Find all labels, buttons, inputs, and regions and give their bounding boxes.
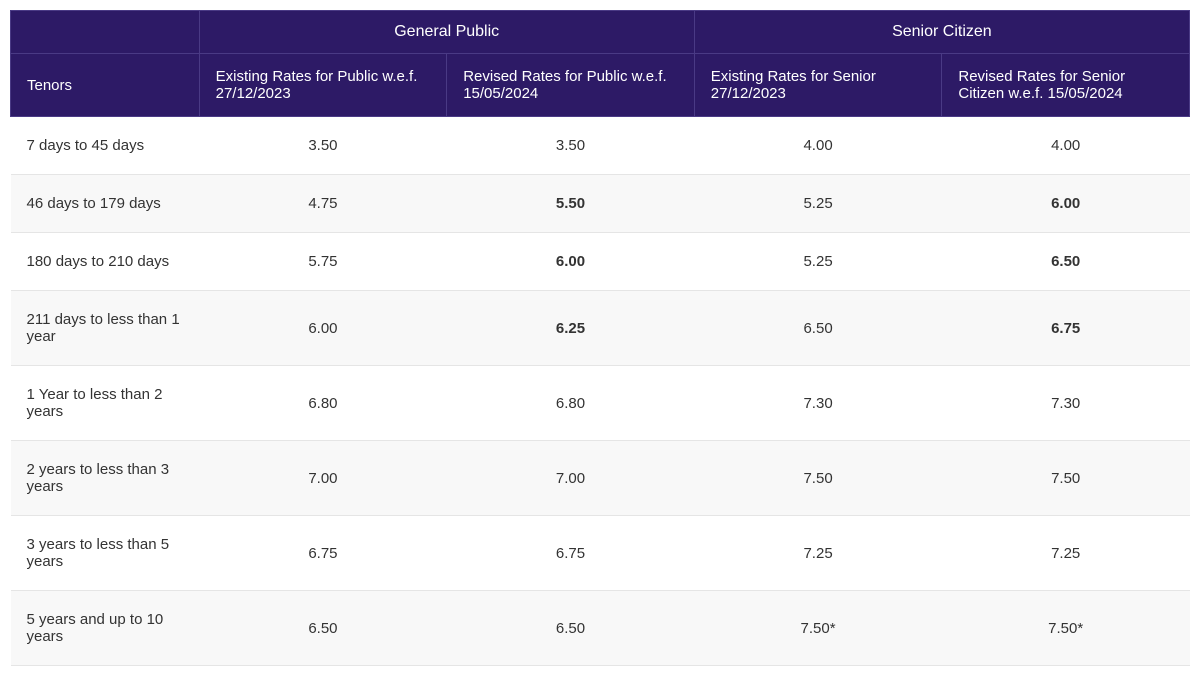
col-revised-senior: Revised Rates for Senior Citizen w.e.f. … [942,54,1190,117]
table-body: 7 days to 45 days3.503.504.004.0046 days… [11,117,1190,666]
rate-cell: 6.00 [447,233,695,291]
rate-cell: 6.75 [447,516,695,591]
group-senior-citizen: Senior Citizen [694,11,1189,54]
rate-cell: 7.30 [942,366,1190,441]
rate-cell: 3.50 [199,117,447,175]
rate-cell: 4.75 [199,175,447,233]
rate-cell: 5.25 [694,175,942,233]
rate-cell: 6.00 [942,175,1190,233]
rate-cell: 6.80 [447,366,695,441]
tenor-cell: 3 years to less than 5 years [11,516,200,591]
table-row: 180 days to 210 days5.756.005.256.50 [11,233,1190,291]
rate-cell: 6.75 [942,291,1190,366]
table-row: 7 days to 45 days3.503.504.004.00 [11,117,1190,175]
tenor-cell: 211 days to less than 1 year [11,291,200,366]
group-general-public: General Public [199,11,694,54]
rate-cell: 7.25 [942,516,1190,591]
table-row: 3 years to less than 5 years6.756.757.25… [11,516,1190,591]
rate-cell: 5.25 [694,233,942,291]
tenor-cell: 5 years and up to 10 years [11,591,200,666]
corner-cell [11,11,200,54]
rate-cell: 3.50 [447,117,695,175]
rate-cell: 4.00 [694,117,942,175]
col-existing-public: Existing Rates for Public w.e.f. 27/12/2… [199,54,447,117]
rate-cell: 6.50 [199,591,447,666]
rate-cell: 5.75 [199,233,447,291]
rate-cell: 7.50* [942,591,1190,666]
rate-cell: 6.80 [199,366,447,441]
col-existing-senior: Existing Rates for Senior 27/12/2023 [694,54,942,117]
rate-cell: 7.50* [694,591,942,666]
table-row: 2 years to less than 3 years7.007.007.50… [11,441,1190,516]
tenor-cell: 7 days to 45 days [11,117,200,175]
table-row: 46 days to 179 days4.755.505.256.00 [11,175,1190,233]
table-row: 5 years and up to 10 years6.506.507.50*7… [11,591,1190,666]
tenor-cell: 46 days to 179 days [11,175,200,233]
rate-cell: 6.75 [199,516,447,591]
rate-cell: 5.50 [447,175,695,233]
rate-cell: 7.30 [694,366,942,441]
rate-cell: 6.00 [199,291,447,366]
rate-cell: 6.25 [447,291,695,366]
tenor-cell: 2 years to less than 3 years [11,441,200,516]
tenor-cell: 1 Year to less than 2 years [11,366,200,441]
rate-cell: 6.50 [694,291,942,366]
table-header: General Public Senior Citizen Tenors Exi… [11,11,1190,117]
rate-cell: 7.25 [694,516,942,591]
rate-cell: 7.50 [942,441,1190,516]
rates-table: General Public Senior Citizen Tenors Exi… [10,10,1190,666]
rate-cell: 7.00 [447,441,695,516]
rate-cell: 4.00 [942,117,1190,175]
group-header-row: General Public Senior Citizen [11,11,1190,54]
table-row: 211 days to less than 1 year6.006.256.50… [11,291,1190,366]
rate-cell: 6.50 [447,591,695,666]
tenor-cell: 180 days to 210 days [11,233,200,291]
tenors-header: Tenors [11,54,200,117]
table-row: 1 Year to less than 2 years6.806.807.307… [11,366,1190,441]
rate-cell: 7.50 [694,441,942,516]
col-revised-public: Revised Rates for Public w.e.f. 15/05/20… [447,54,695,117]
rate-cell: 7.00 [199,441,447,516]
column-header-row: Tenors Existing Rates for Public w.e.f. … [11,54,1190,117]
rate-cell: 6.50 [942,233,1190,291]
